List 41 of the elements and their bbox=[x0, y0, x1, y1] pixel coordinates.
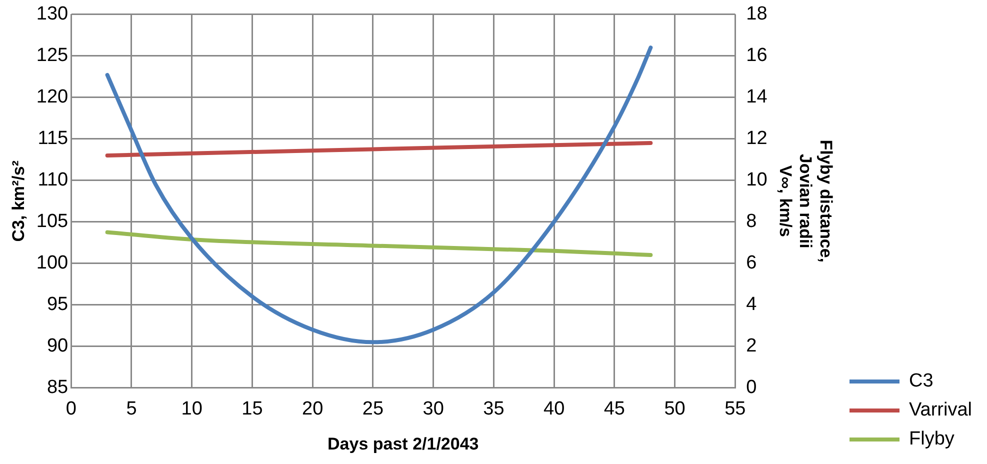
y2-tick-label: 12 bbox=[746, 128, 768, 150]
y-tick-label: 125 bbox=[36, 45, 68, 66]
y2-tick-label: 2 bbox=[746, 336, 757, 357]
y-tick-label: 85 bbox=[46, 377, 68, 398]
legend-label: C3 bbox=[909, 370, 934, 392]
y2-axis-title: Flyby distance, Jovian radii V∞, km/s bbox=[776, 140, 836, 263]
y-tick-label: 115 bbox=[38, 128, 68, 150]
y-tick-label: 105 bbox=[36, 211, 68, 232]
line-series bbox=[105, 46, 653, 344]
x-tick-label: 15 bbox=[242, 398, 263, 420]
y2-tick-label: 6 bbox=[746, 252, 757, 274]
y2-tick-label: 16 bbox=[746, 45, 768, 66]
line-series bbox=[105, 141, 653, 158]
y2-tick-label: 4 bbox=[746, 294, 758, 316]
x-tick-label: 5 bbox=[126, 398, 137, 420]
legend-label: Varrival bbox=[909, 400, 972, 421]
y-tick-label: 110 bbox=[38, 170, 68, 191]
y-tick-label: 90 bbox=[46, 336, 68, 357]
y2-tick-label: 0 bbox=[746, 377, 757, 398]
x-tick-label: 45 bbox=[604, 398, 626, 420]
legend-label: Flyby bbox=[909, 428, 955, 450]
y2-tick-label: 18 bbox=[746, 4, 768, 25]
y-tick-label: 120 bbox=[36, 86, 68, 108]
y2-tick-label: 8 bbox=[746, 211, 757, 232]
y2-tick-label: 14 bbox=[746, 86, 768, 108]
y-tick-label: 130 bbox=[36, 4, 68, 25]
x-tick-label: 50 bbox=[664, 398, 686, 420]
x-tick-label: 25 bbox=[362, 398, 384, 420]
x-tick-label: 55 bbox=[724, 398, 746, 420]
y-tick-label: 95 bbox=[46, 294, 68, 316]
x-tick-label: 35 bbox=[483, 398, 504, 420]
x-tick-label: 40 bbox=[543, 398, 565, 420]
x-tick-label: 10 bbox=[181, 398, 202, 420]
x-tick-label: 20 bbox=[302, 398, 324, 420]
y-axis-title: C3, km²/s² bbox=[8, 160, 28, 242]
y-tick-label: 100 bbox=[36, 252, 68, 274]
x-tick-label: 0 bbox=[66, 398, 76, 420]
line-series bbox=[105, 230, 653, 258]
y2-tick-label: 10 bbox=[746, 170, 768, 191]
x-tick-label: 30 bbox=[422, 398, 444, 420]
x-axis-title: Days past 2/1/2043 bbox=[328, 434, 479, 454]
